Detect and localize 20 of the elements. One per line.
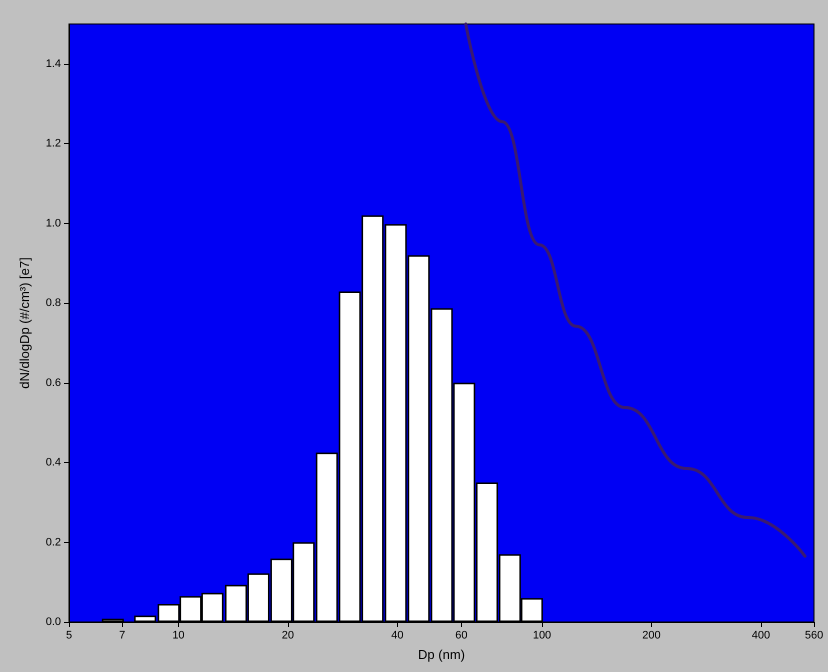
x-tick-label: 60	[455, 630, 468, 642]
x-tick-label: 200	[642, 630, 661, 642]
y-tick-label: 0.8	[46, 297, 61, 310]
y-tick-label: 1.0	[46, 217, 61, 230]
x-tick-label: 100	[532, 630, 552, 642]
x-tick-label: 10	[172, 630, 185, 642]
x-tick-label: 40	[391, 630, 404, 642]
x-tick-label: 5	[66, 630, 72, 642]
y-tick-label: 1.2	[46, 138, 61, 150]
y-tick-label: 0.4	[46, 456, 61, 469]
y-axis-title: dN/dlogDp (#/cm³) [e7]	[17, 257, 32, 389]
y-tick-label: 0.2	[46, 536, 61, 548]
x-tick-label: 20	[282, 630, 294, 642]
y-tick-label: 0.6	[46, 376, 61, 389]
x-tick-label: 400	[752, 630, 770, 642]
x-axis-title: Dp (nm)	[418, 647, 465, 662]
x-tick-label: 7	[119, 630, 126, 642]
y-tick-label: 0.0	[46, 616, 61, 628]
y-tick-label: 1.4	[46, 58, 61, 70]
x-tick-label: 560	[804, 630, 824, 642]
